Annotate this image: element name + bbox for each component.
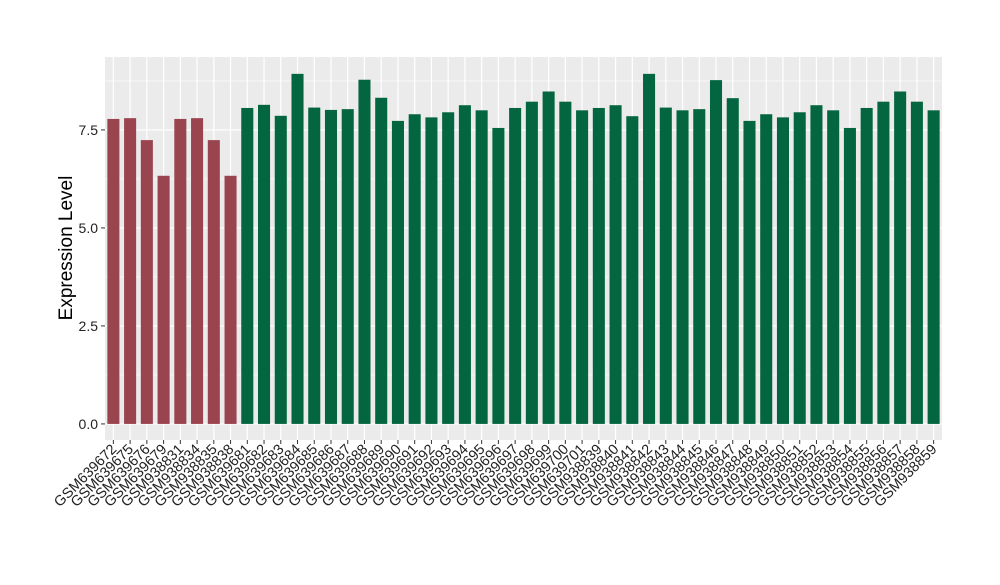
bar (542, 91, 555, 424)
bar (910, 101, 923, 424)
bar (810, 105, 823, 424)
bar (525, 101, 538, 424)
bar (793, 112, 806, 424)
y-tick-label: 7.5 (79, 122, 99, 138)
bar (726, 98, 739, 424)
bar (676, 110, 689, 424)
bar (408, 114, 421, 424)
bar (475, 110, 488, 424)
bar (425, 117, 438, 424)
y-tick-label: 2.5 (79, 318, 99, 334)
bar (258, 104, 271, 424)
bar (927, 110, 940, 424)
bar (894, 91, 907, 424)
bar (207, 140, 220, 424)
y-tick-label: 0.0 (79, 416, 99, 432)
bar (776, 117, 789, 424)
bar (659, 107, 672, 424)
bar (308, 107, 321, 424)
bar (559, 101, 572, 424)
bar (124, 118, 137, 424)
bar (241, 107, 254, 424)
bar (592, 107, 605, 424)
bar (157, 175, 170, 424)
bar (458, 105, 471, 424)
bar (274, 115, 287, 424)
bar (709, 80, 723, 424)
bar (324, 109, 338, 424)
bar (860, 107, 873, 424)
bar (291, 73, 304, 424)
bar (358, 79, 371, 424)
bar (442, 112, 455, 424)
bar (509, 107, 522, 424)
bar (341, 109, 354, 424)
bar (576, 110, 589, 424)
bar (843, 127, 856, 424)
bar (140, 140, 153, 424)
y-axis-title: Expression Level (56, 176, 77, 321)
bar (743, 120, 756, 424)
bar (877, 101, 890, 424)
bar (760, 114, 773, 424)
y-tick-label: 5.0 (79, 220, 99, 236)
bar (609, 105, 622, 424)
bar (626, 116, 639, 424)
bar (174, 118, 187, 424)
bar (191, 118, 204, 424)
bar (827, 110, 840, 424)
bar (693, 109, 706, 424)
bar (492, 127, 505, 424)
bar (107, 118, 120, 424)
bar (391, 120, 404, 424)
bar (375, 97, 388, 424)
bar (224, 175, 237, 424)
bar (643, 73, 656, 424)
